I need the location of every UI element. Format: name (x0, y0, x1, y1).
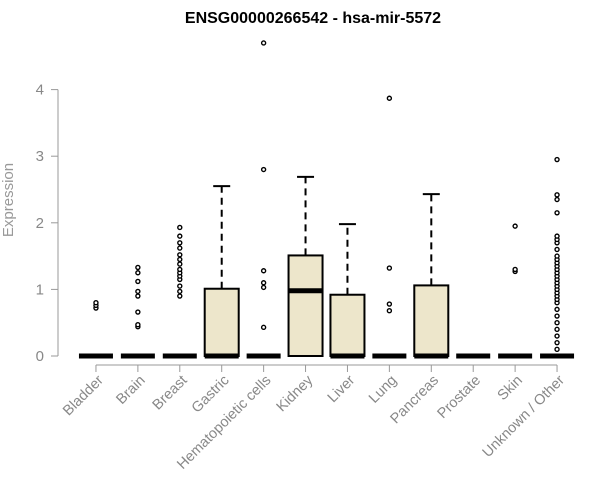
y-axis-label: Expression (0, 163, 17, 237)
outlier-point (135, 278, 141, 285)
outlier-point (93, 300, 99, 306)
x-tick-label: Bladder (60, 372, 107, 419)
outlier-point (554, 320, 560, 326)
outlier-point (135, 309, 141, 315)
x-tick-label: Lung (366, 373, 400, 407)
chart-title: ENSG00000266542 - hsa-mir-5572 (185, 10, 441, 27)
outlier-point (512, 223, 518, 229)
box-12 (540, 156, 575, 359)
outlier-point (177, 256, 183, 263)
outlier-point (177, 224, 183, 231)
outlier-point (177, 283, 183, 289)
outlier-point (135, 293, 141, 299)
box-rect (413, 284, 450, 357)
outlier-point (512, 266, 518, 273)
outlier-point (554, 333, 560, 339)
outlier-point (554, 233, 560, 239)
box-9 (413, 193, 450, 359)
box-2 (120, 264, 155, 359)
outlier-point (554, 346, 560, 353)
outlier-point (554, 196, 560, 203)
outlier-point (554, 313, 560, 319)
box-3 (162, 224, 197, 359)
x-tick-label: Skin (495, 373, 526, 404)
outlier-point (135, 321, 141, 328)
box-6 (287, 175, 324, 358)
y-tick-label: 4 (36, 82, 44, 99)
outlier-point (554, 210, 560, 216)
y-tick-label: 2 (36, 215, 44, 232)
x-tick-label: Breast (150, 373, 191, 414)
outlier-point (260, 40, 267, 46)
box-7 (329, 223, 366, 359)
box-8 (372, 95, 407, 359)
outlier-point (386, 265, 393, 271)
x-tick-label: Liver (325, 372, 359, 406)
outlier-point (554, 246, 560, 253)
y-tick-label: 3 (36, 148, 44, 165)
box-rect (329, 293, 366, 357)
outlier-point (386, 301, 393, 307)
y-tick-label: 0 (36, 348, 44, 365)
outlier-point (177, 261, 183, 267)
outlier-point (177, 266, 183, 273)
outlier-point (177, 240, 183, 246)
x-tick-label: Brain (113, 373, 148, 408)
outlier-point (386, 95, 393, 101)
outlier-point (177, 233, 183, 239)
outlier-point (177, 288, 183, 295)
outlier-point (554, 253, 560, 259)
box-series (78, 40, 575, 359)
outlier-point (260, 324, 267, 331)
outlier-point (554, 326, 560, 333)
box-rect (287, 254, 324, 358)
outlier-point (135, 270, 141, 276)
outlier-point (554, 156, 560, 163)
box-5 (246, 40, 281, 359)
outlier-point (260, 166, 267, 173)
y-tick-label: 1 (36, 281, 44, 298)
outlier-point (554, 192, 560, 198)
outlier-point (386, 308, 393, 314)
outlier-point (177, 252, 183, 258)
outlier-point (177, 293, 183, 299)
outlier-point (177, 245, 183, 251)
outlier-point (260, 280, 267, 286)
outlier-point (260, 284, 267, 291)
box-11 (498, 223, 533, 359)
x-tick-label: Kidney (274, 372, 317, 415)
box-rect (203, 287, 240, 358)
outlier-point (135, 288, 141, 295)
outlier-point (554, 306, 560, 313)
y-axis: 0 1 2 3 4 (36, 82, 59, 365)
outlier-point (260, 268, 267, 274)
box-1 (78, 300, 113, 359)
box-4 (203, 185, 240, 359)
outlier-point (554, 339, 560, 346)
outlier-point (135, 264, 141, 271)
x-tick-label: Prostate (435, 373, 484, 422)
